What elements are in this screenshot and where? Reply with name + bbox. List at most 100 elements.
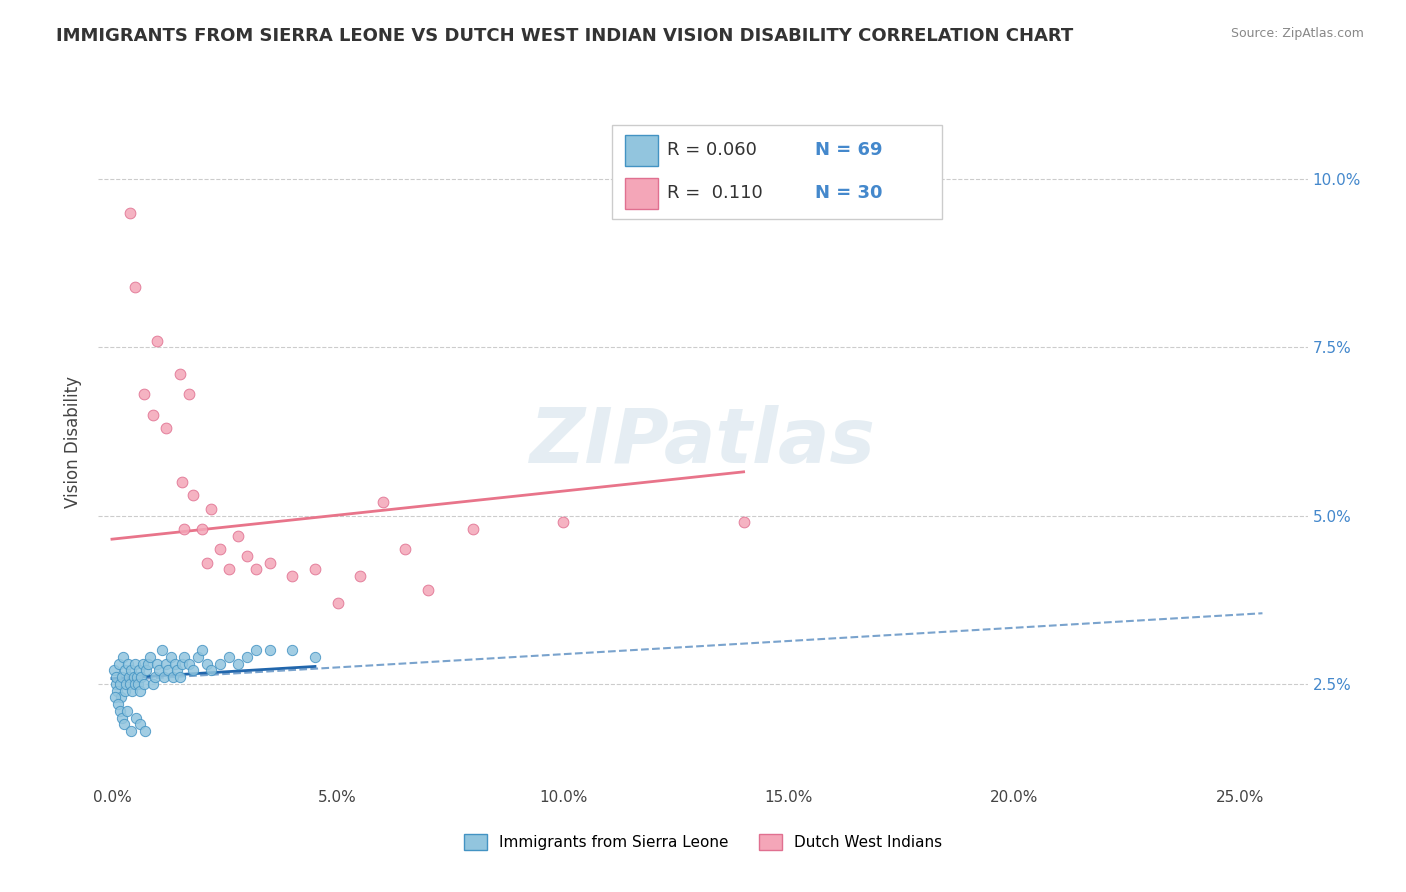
Point <box>187 650 209 665</box>
Point <box>124 657 146 671</box>
Point <box>146 334 169 348</box>
Point <box>236 650 259 665</box>
Point <box>236 549 259 563</box>
Text: N = 69: N = 69 <box>815 141 883 159</box>
Legend: Immigrants from Sierra Leone, Dutch West Indians: Immigrants from Sierra Leone, Dutch West… <box>458 828 948 856</box>
Point <box>142 408 165 422</box>
Point <box>134 724 156 739</box>
Point <box>195 657 218 671</box>
Point <box>170 657 193 671</box>
Point <box>121 683 143 698</box>
Point <box>218 562 240 576</box>
Point <box>125 711 148 725</box>
Point <box>195 556 218 570</box>
Point <box>117 657 139 671</box>
Point <box>115 677 138 691</box>
Point <box>111 670 134 684</box>
Point <box>349 569 371 583</box>
Point <box>553 516 575 530</box>
Point <box>226 529 249 543</box>
Point <box>218 650 240 665</box>
Point <box>170 475 193 489</box>
Point <box>110 690 132 705</box>
Point <box>124 279 146 293</box>
Point <box>169 670 191 684</box>
Y-axis label: Vision Disability: Vision Disability <box>65 376 83 508</box>
Point <box>159 650 181 665</box>
Point <box>118 670 141 684</box>
Point <box>394 542 416 557</box>
Point <box>108 677 131 691</box>
Point <box>155 421 177 435</box>
Point <box>104 677 127 691</box>
Point <box>173 650 195 665</box>
Point <box>120 724 142 739</box>
Point <box>259 643 281 657</box>
Point <box>107 697 129 711</box>
Point <box>166 664 188 678</box>
Point <box>146 657 169 671</box>
Point <box>157 664 180 678</box>
Point <box>136 657 159 671</box>
Point <box>245 643 267 657</box>
Point <box>143 670 166 684</box>
Point <box>132 677 155 691</box>
Point <box>177 657 200 671</box>
Point <box>173 522 195 536</box>
Point <box>304 650 326 665</box>
Point <box>111 711 134 725</box>
Text: IMMIGRANTS FROM SIERRA LEONE VS DUTCH WEST INDIAN VISION DISABILITY CORRELATION : IMMIGRANTS FROM SIERRA LEONE VS DUTCH WE… <box>56 27 1074 45</box>
Point <box>177 387 200 401</box>
Point <box>191 643 214 657</box>
Point <box>103 664 125 678</box>
Point <box>200 501 222 516</box>
Point <box>169 368 191 382</box>
Point <box>150 643 173 657</box>
Point <box>191 522 214 536</box>
Point <box>162 670 184 684</box>
Point <box>304 562 326 576</box>
Point <box>281 643 304 657</box>
Point <box>118 205 141 219</box>
Point <box>125 670 148 684</box>
Point <box>181 664 204 678</box>
Point <box>129 717 152 731</box>
Point <box>107 657 129 671</box>
Point <box>139 650 162 665</box>
Point <box>165 657 187 671</box>
Point <box>153 670 176 684</box>
Point <box>155 657 177 671</box>
Point <box>326 596 349 610</box>
Point <box>209 657 232 671</box>
Point <box>129 683 152 698</box>
Point <box>200 664 222 678</box>
Point <box>105 683 128 698</box>
Bar <box>626 178 658 209</box>
Point <box>118 677 141 691</box>
Text: N = 30: N = 30 <box>815 185 883 202</box>
Point <box>416 582 439 597</box>
Text: Source: ZipAtlas.com: Source: ZipAtlas.com <box>1230 27 1364 40</box>
Point <box>148 664 170 678</box>
Point <box>129 670 152 684</box>
Text: R =  0.110: R = 0.110 <box>668 185 763 202</box>
Point <box>127 677 149 691</box>
Point <box>733 516 755 530</box>
Point <box>245 562 267 576</box>
Point <box>259 556 281 570</box>
Point <box>108 704 131 718</box>
Point <box>226 657 249 671</box>
Point <box>120 664 142 678</box>
Point <box>128 664 150 678</box>
Point <box>132 387 155 401</box>
Point <box>181 488 204 502</box>
Point <box>461 522 484 536</box>
Point <box>122 670 145 684</box>
Text: ZIPatlas: ZIPatlas <box>530 405 876 478</box>
Point <box>104 690 127 705</box>
Point <box>209 542 232 557</box>
Text: R = 0.060: R = 0.060 <box>668 141 758 159</box>
Point <box>281 569 304 583</box>
Point <box>135 664 157 678</box>
Bar <box>626 135 658 166</box>
